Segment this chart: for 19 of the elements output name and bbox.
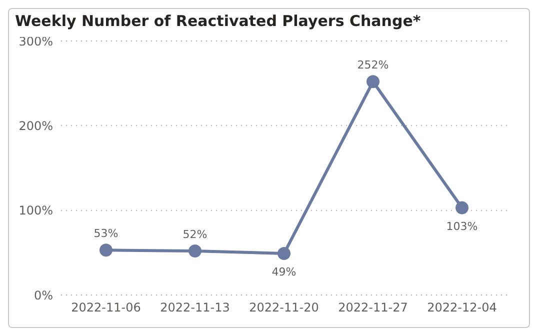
y-tick-label: 100% [18,204,53,218]
x-tick-label: 2022-11-13 [160,300,230,315]
y-tick-label: 200% [18,118,53,133]
x-tick-label: 2022-11-06 [71,300,141,315]
data-label: 252% [357,58,389,72]
y-tick-label: 0% [34,288,53,302]
x-tick-label: 2022-12-04 [427,300,497,315]
data-label: 49% [272,266,296,279]
chart-title: Weekly Number of Reactivated Players Change* [15,12,421,30]
point [278,247,290,260]
data-label: 52% [182,228,208,241]
data-label: 53% [94,227,118,240]
point [456,201,468,214]
x-tick-label: 2022-11-27 [338,300,408,315]
point [366,75,380,88]
x-tick-label: 2022-11-20 [249,300,319,315]
data-label: 103% [446,220,478,233]
point [188,244,202,258]
point [100,244,112,257]
